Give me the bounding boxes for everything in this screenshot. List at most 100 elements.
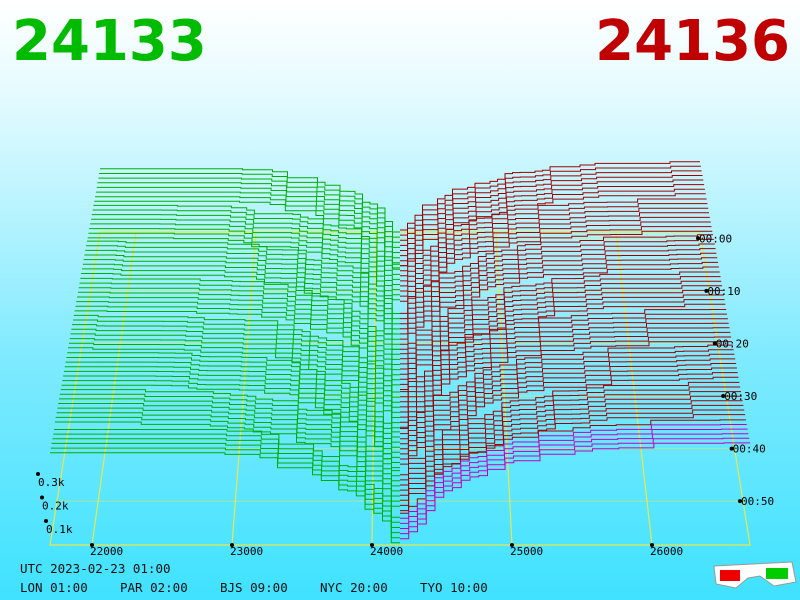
city-clock: BJS 09:00 bbox=[220, 580, 288, 595]
city-clock: TYO 10:00 bbox=[420, 580, 488, 595]
ask-depth-line bbox=[400, 409, 745, 506]
bid-depth-line bbox=[65, 361, 400, 443]
price-marker bbox=[90, 543, 94, 547]
bid-depth-line bbox=[51, 442, 400, 534]
ask-depth-line bbox=[400, 271, 720, 355]
ask-depth-line bbox=[400, 353, 735, 440]
bid-depth-line bbox=[98, 177, 400, 243]
bid-depth-line bbox=[97, 182, 400, 248]
ask-depth-line bbox=[400, 442, 750, 540]
ask-depth-line bbox=[400, 437, 750, 535]
time-label: 00:30 bbox=[724, 390, 757, 403]
ask-depth-line bbox=[400, 184, 705, 257]
bid-depth-line bbox=[55, 416, 400, 502]
depth-marker bbox=[40, 495, 44, 500]
ask-depth-line bbox=[400, 294, 724, 380]
bid-depth-line bbox=[99, 173, 400, 238]
depth-marker bbox=[36, 472, 40, 476]
ask-depth-line bbox=[400, 331, 731, 418]
ask-depth-line bbox=[400, 433, 749, 529]
ask-depth-line bbox=[400, 203, 708, 272]
ask-depth-line bbox=[400, 341, 732, 428]
ask-depth-line bbox=[400, 404, 744, 501]
utc-time: UTC 2023-02-23 01:00 bbox=[20, 561, 171, 576]
ask-depth-line bbox=[400, 327, 730, 413]
bid-depth-line bbox=[57, 407, 400, 492]
ask-depth-line bbox=[400, 276, 721, 360]
bid-depth-line bbox=[76, 301, 400, 376]
ask-depth-line bbox=[400, 322, 729, 408]
time-marker bbox=[738, 499, 742, 504]
ask-depth-line bbox=[400, 386, 741, 481]
ask-depth-line bbox=[400, 221, 711, 292]
bid-depth-line bbox=[86, 240, 400, 314]
ask-depth-line bbox=[400, 252, 717, 335]
bid-depth-line bbox=[50, 452, 400, 544]
floor-outline bbox=[49, 231, 751, 546]
time-label: 00:10 bbox=[707, 285, 740, 298]
time-marker bbox=[721, 394, 726, 399]
ask-depth-line bbox=[400, 400, 743, 496]
price-marker bbox=[510, 543, 514, 547]
time-marker bbox=[729, 446, 734, 451]
bid-depth-line bbox=[75, 305, 400, 381]
bid-depth-line bbox=[78, 287, 400, 360]
depth-label: 0.3k bbox=[38, 476, 65, 489]
bid-depth-line bbox=[72, 324, 400, 403]
bid-depth-line bbox=[92, 209, 400, 270]
ask-price: 24136 bbox=[595, 9, 790, 74]
bid-depth-line bbox=[64, 366, 400, 448]
bid-depth-line bbox=[52, 438, 400, 528]
bid-price: 24133 bbox=[12, 9, 207, 74]
price-marker bbox=[650, 543, 654, 547]
ask-depth-line bbox=[400, 309, 727, 393]
bid-depth-line bbox=[94, 200, 400, 269]
bid-depth-line bbox=[84, 254, 400, 330]
ask-depth-line bbox=[400, 175, 703, 246]
bid-depth-line bbox=[86, 245, 400, 320]
depth-label: 0.2k bbox=[42, 500, 69, 513]
bid-depth-line bbox=[56, 412, 400, 497]
depth-label: 0.1k bbox=[46, 523, 73, 536]
ask-depth-line bbox=[400, 419, 746, 514]
bid-depth-line bbox=[79, 282, 400, 355]
price-label: 25000 bbox=[510, 545, 543, 558]
ask-depth-line bbox=[400, 207, 709, 277]
bid-depth-line bbox=[77, 291, 400, 365]
ask-depth-line bbox=[400, 299, 725, 385]
ask-depth-line bbox=[400, 424, 747, 519]
time-label: 00:00 bbox=[699, 232, 732, 245]
ask-depth-line bbox=[400, 161, 700, 231]
ask-depth-line bbox=[400, 428, 748, 524]
bid-depth-line bbox=[81, 273, 400, 350]
price-label: 26000 bbox=[650, 545, 683, 558]
ask-depth-line bbox=[400, 212, 709, 282]
ask-depth-line bbox=[400, 179, 704, 251]
city-clock: NYC 20:00 bbox=[320, 580, 388, 595]
price-label: 23000 bbox=[230, 545, 263, 558]
time-label: 00:20 bbox=[716, 337, 749, 350]
bid-depth-line bbox=[58, 403, 400, 487]
ask-depth-line bbox=[400, 193, 706, 267]
price-grid-line bbox=[231, 231, 257, 546]
bid-depth-line bbox=[100, 168, 400, 233]
ask-depth-line bbox=[400, 165, 701, 236]
ask-depth-line bbox=[400, 318, 728, 403]
ask-depth-line bbox=[400, 261, 718, 345]
bid-depth-line bbox=[63, 370, 400, 453]
bid-depth-line bbox=[54, 421, 400, 507]
ask-depth-line bbox=[400, 243, 715, 325]
ask-depth-line bbox=[400, 391, 741, 486]
bid-depth-line bbox=[59, 393, 400, 477]
bid-depth-line bbox=[62, 380, 400, 463]
ask-depth-line bbox=[400, 188, 705, 262]
glasses-icon bbox=[713, 561, 797, 589]
ask-depth-line bbox=[400, 248, 716, 330]
bid-depth-line bbox=[67, 352, 400, 433]
ask-depth-line bbox=[400, 358, 736, 445]
bid-depth-line bbox=[53, 433, 400, 523]
price-grid-line bbox=[615, 231, 653, 546]
bid-depth-line bbox=[82, 268, 400, 345]
